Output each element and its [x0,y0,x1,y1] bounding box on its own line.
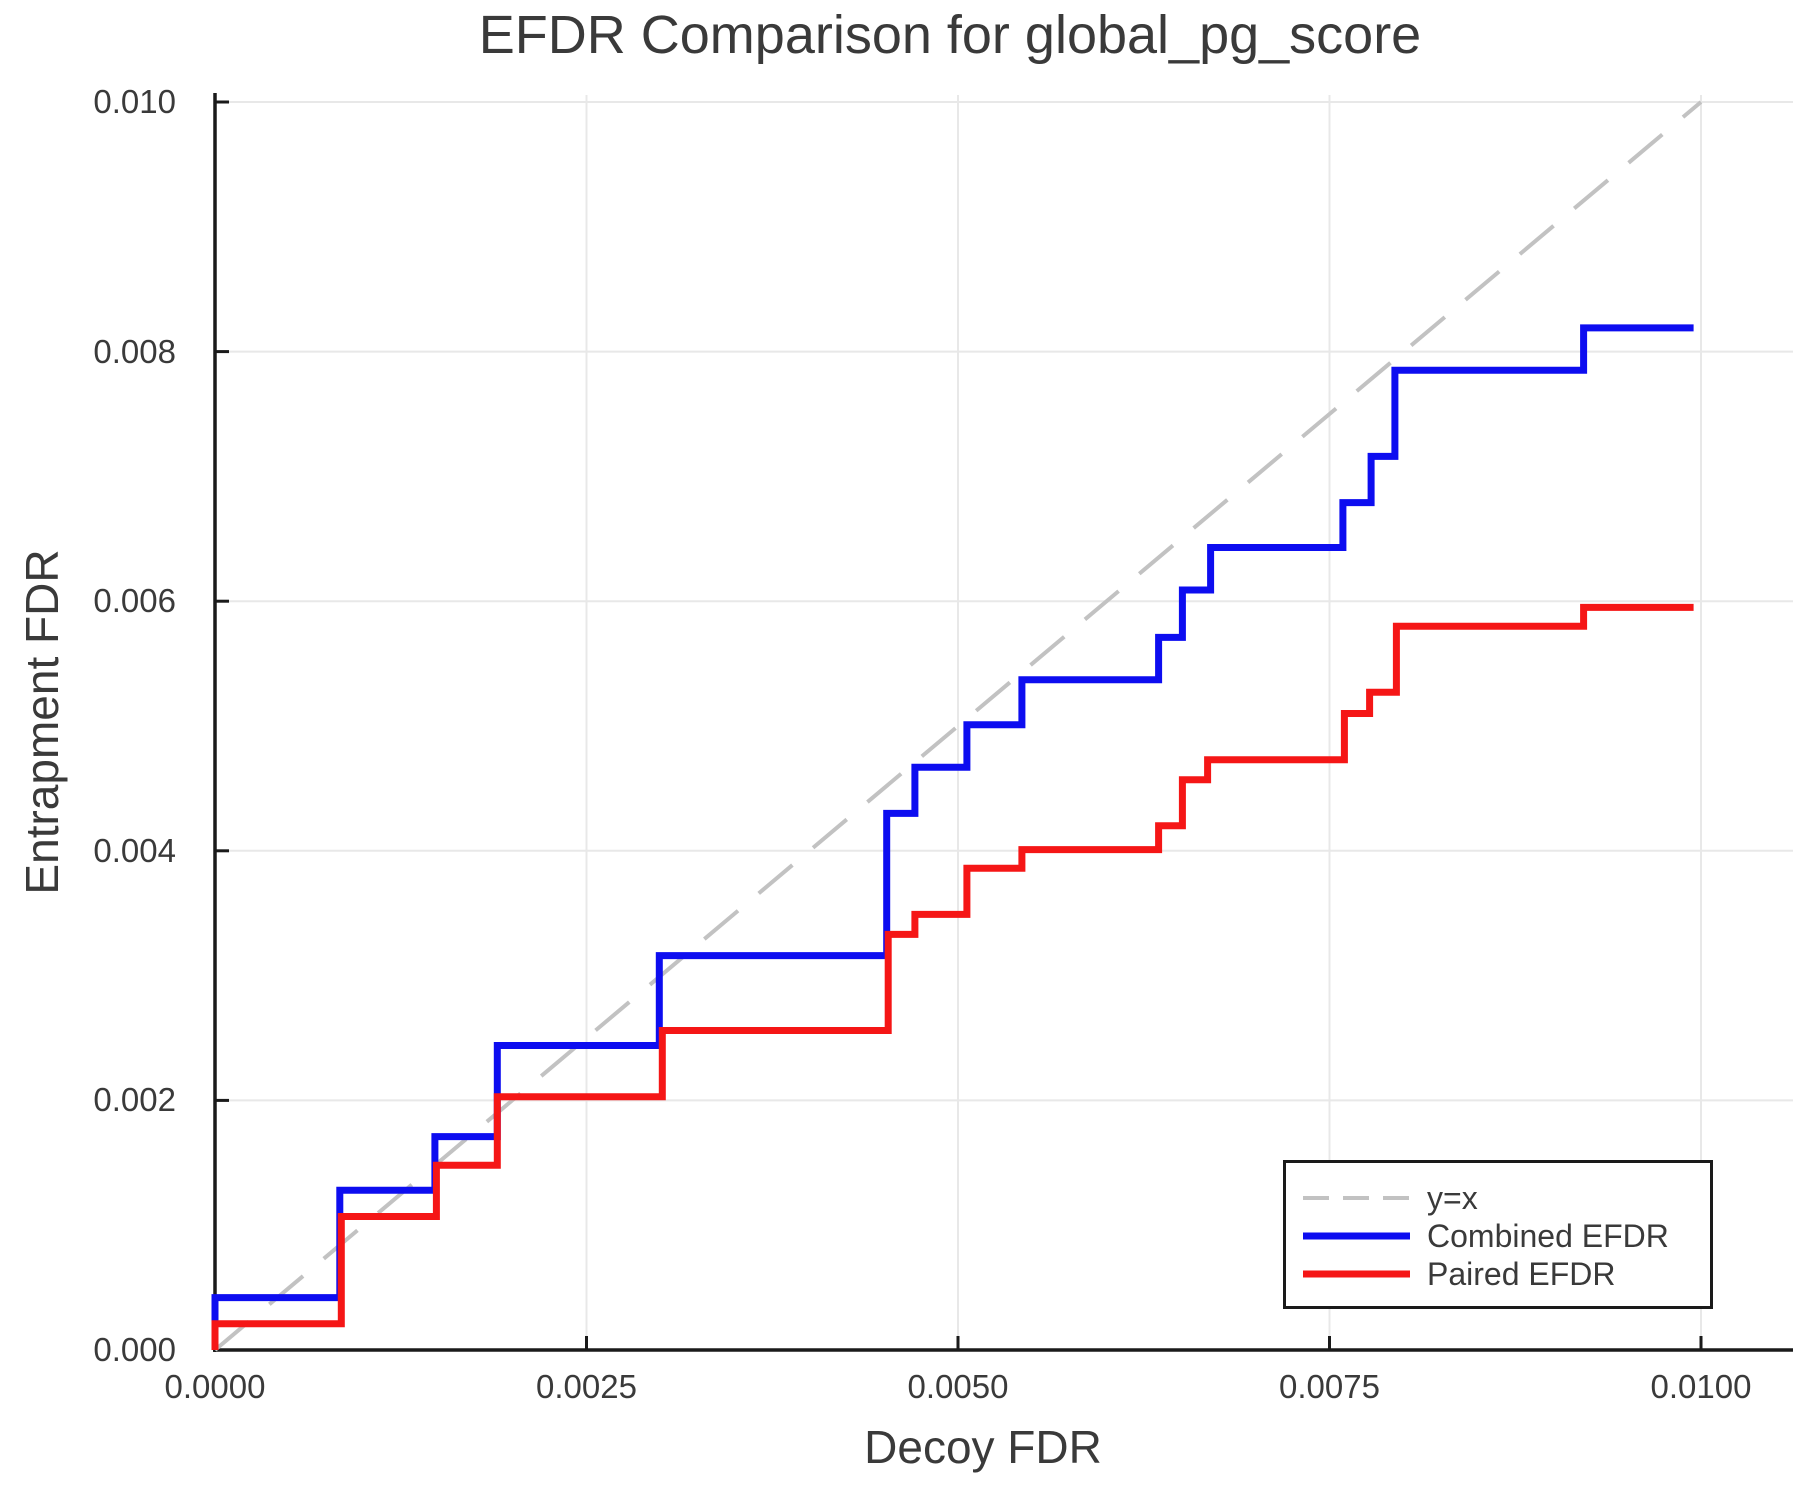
y-tick-label: 0.010 [93,83,176,120]
x-tick-label: 0.0100 [1650,1368,1752,1405]
legend-line-sample-paired-efdr [1303,1270,1410,1278]
legend-label: Paired EFDR [1427,1255,1616,1292]
legend-label: y=x [1427,1179,1478,1216]
x-tick-label: 0.0000 [164,1368,266,1405]
x-tick-label: 0.0075 [1279,1368,1380,1405]
legend-line-sample-y-x [1303,1196,1410,1200]
y-tick-label: 0.002 [93,1081,176,1119]
y-tick-label: 0.000 [93,1331,176,1368]
y-tick-label: 0.008 [93,332,176,370]
y-tick-label: 0.004 [93,831,176,869]
legend-line-sample-combined-efdr [1303,1232,1410,1240]
identity-line [213,100,1703,1352]
series-line-combined-efdr [211,324,1694,1350]
x-tick-label: 0.0025 [536,1368,637,1405]
x-tick-label: 0.0050 [907,1368,1009,1405]
legend: y=x Combined EFDR Paired EFDR [1283,1160,1713,1309]
chart-title: EFDR Comparison for global_pg_score [478,5,1422,65]
legend-entry-combined-efdr: Combined EFDR [1303,1217,1710,1255]
y-tick-label: 0.006 [93,582,176,620]
series-line-paired-efdr [211,603,1694,1350]
legend-entry-y-x: y=x [1303,1179,1710,1217]
legend-label: Combined EFDR [1427,1217,1669,1254]
x-axis-label: Decoy FDR [864,1421,1102,1473]
legend-entry-paired-efdr: Paired EFDR [1303,1255,1710,1293]
